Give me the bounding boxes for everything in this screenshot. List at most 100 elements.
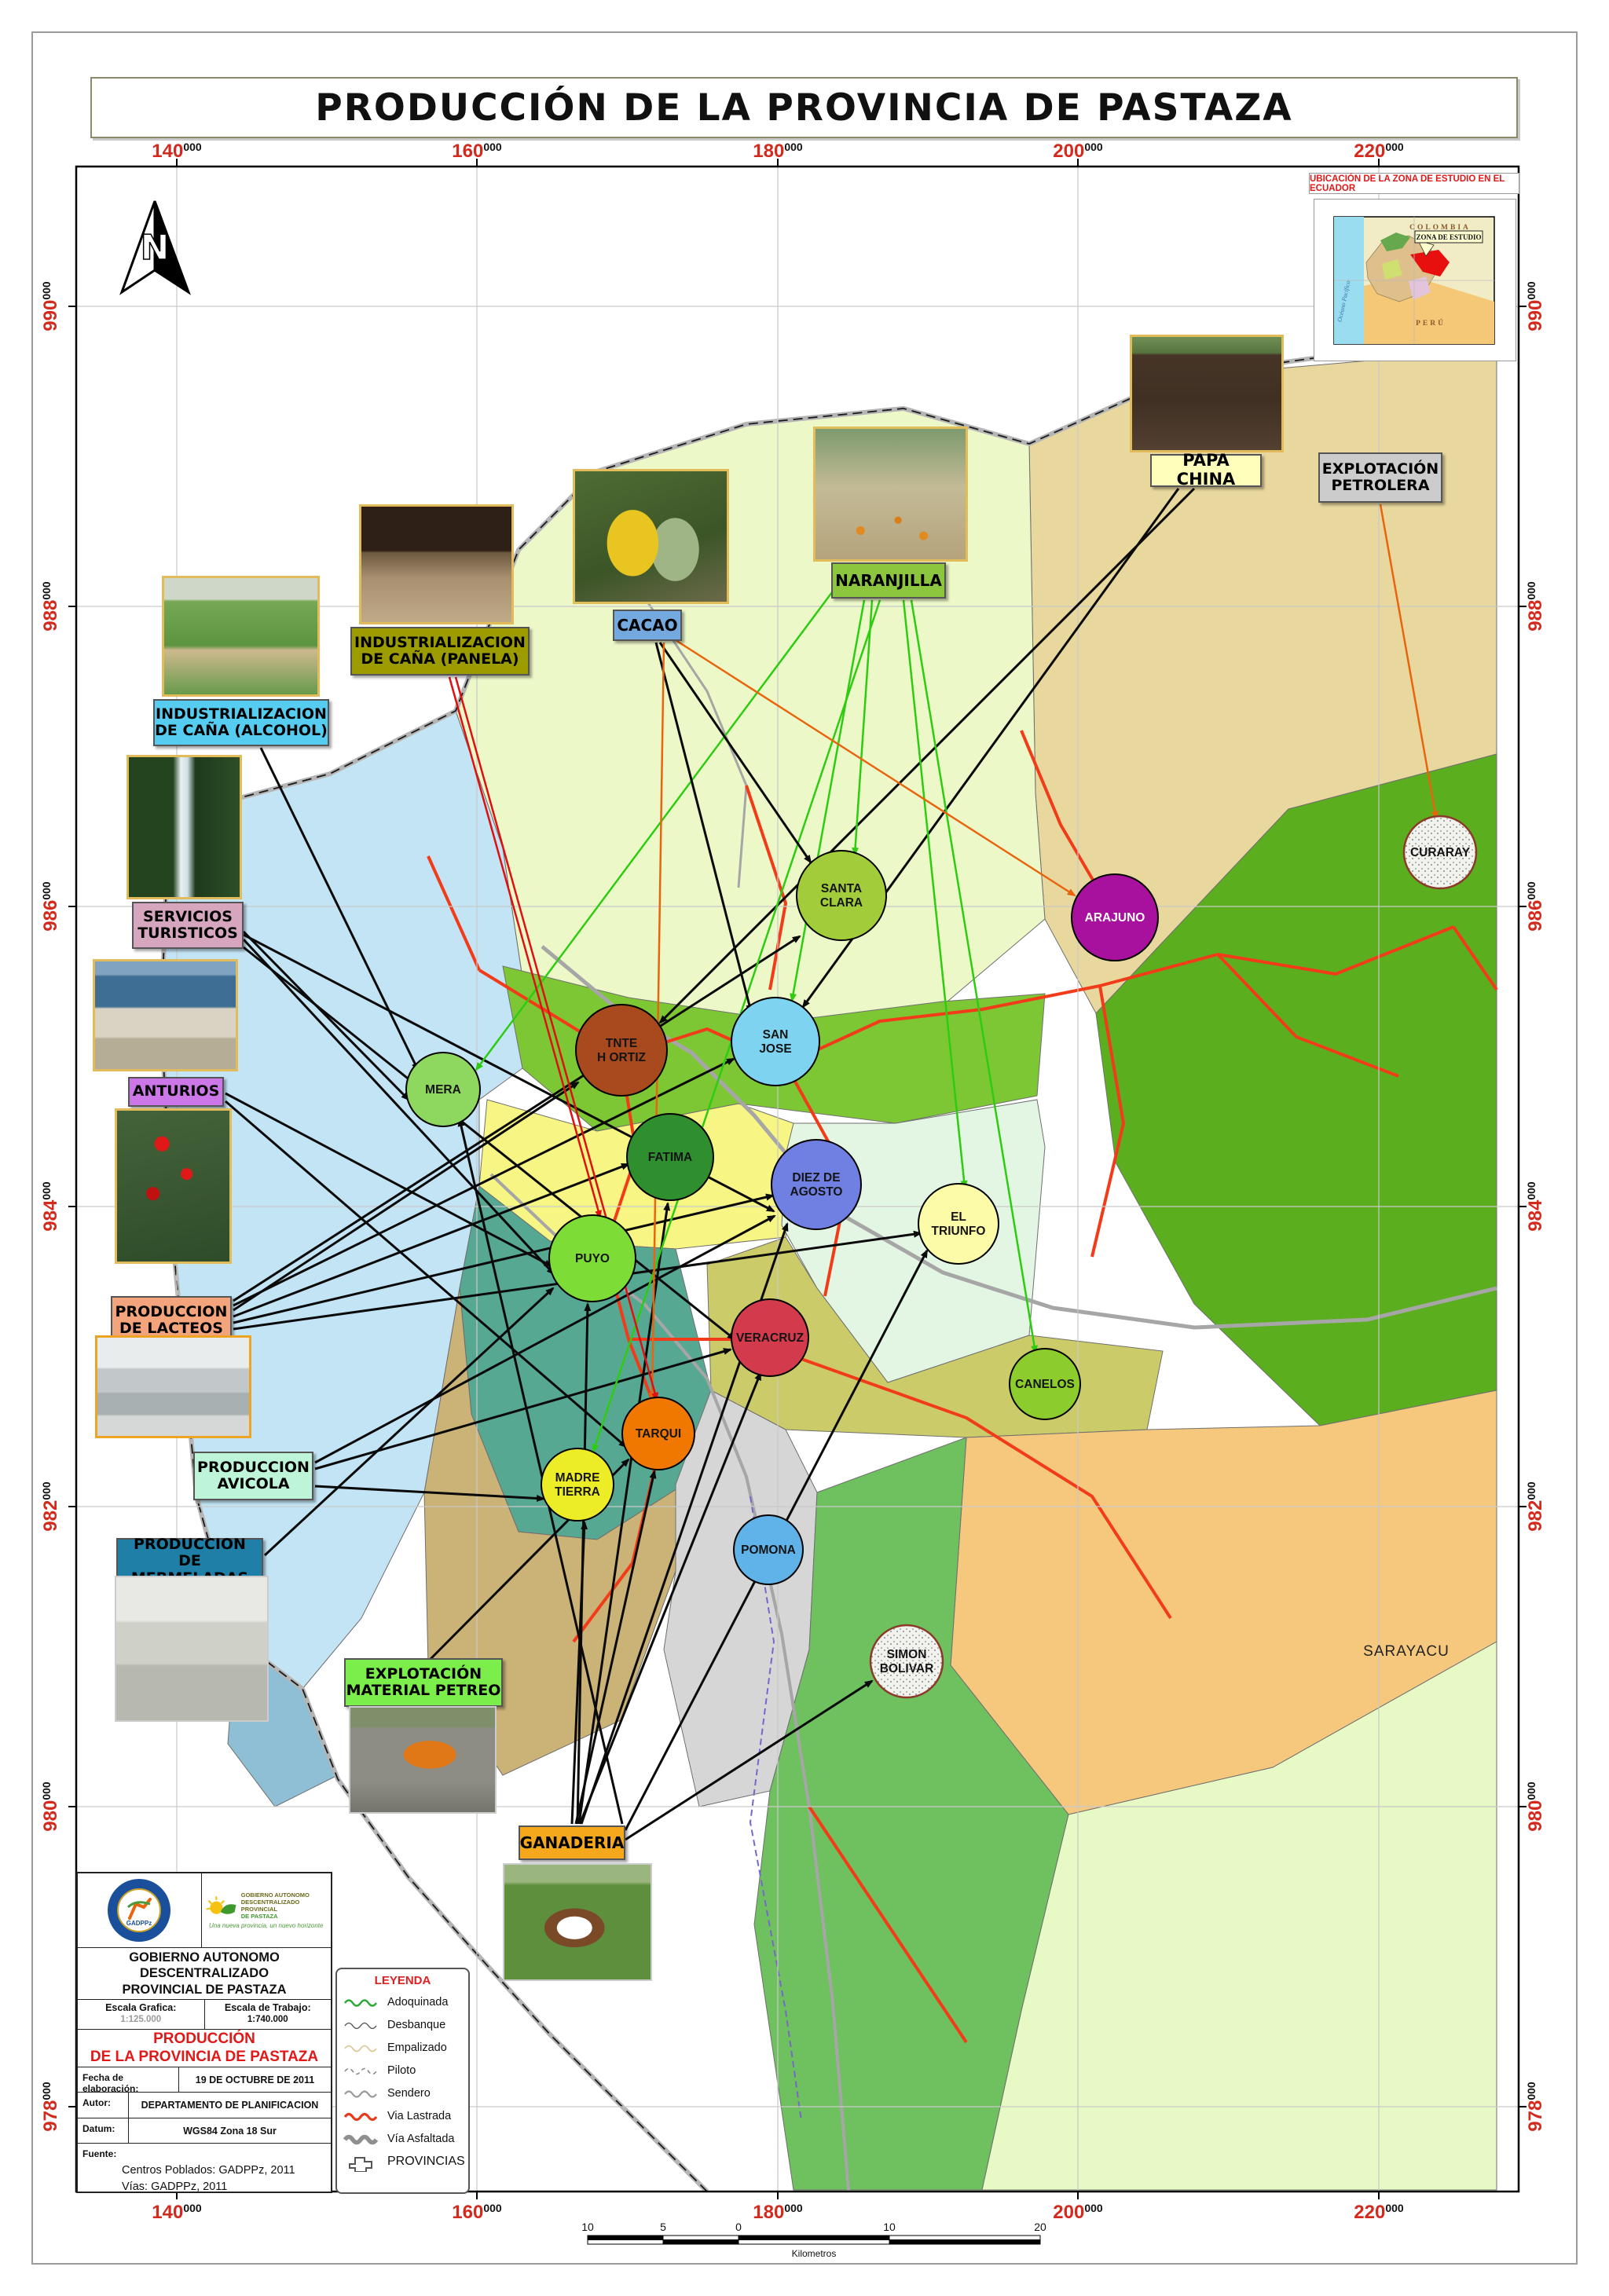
logo-row: GADPPz GOBIERNO AUTONOMO DESC (78, 1873, 331, 1947)
legend-item-piloto: Piloto (343, 2059, 462, 2082)
town-simon-bolivar: SIMON BOLIVAR (869, 1624, 944, 1699)
ganaderia-photo (503, 1863, 652, 1981)
escala-grafica-value: 1:125.000 (120, 2015, 162, 2024)
inset-locator: UBICACIÓN DE LA ZONA DE ESTUDIO EN EL EC… (1306, 173, 1523, 361)
legend-provincias-label: PROVINCIAS (387, 2154, 465, 2168)
town-mera: MERA (405, 1052, 481, 1127)
provincias-icon (349, 2156, 372, 2172)
svg-text:990000: 990000 (40, 281, 61, 331)
legend-label: Via Lastrada (387, 2109, 452, 2122)
svg-text:986000: 986000 (1525, 881, 1546, 932)
svg-text:984000: 984000 (40, 1181, 61, 1232)
inset-map: COLOMBIA PERÚ Océano Pacífico ZONA DE ESTU… (1314, 199, 1516, 361)
svg-text:POMONA: POMONA (741, 1543, 796, 1557)
connector-black (314, 1348, 732, 1470)
legend-items: Adoquinada Desbanque Empalizado Piloto Sende… (343, 1990, 462, 2150)
cana-photo (162, 576, 320, 697)
gadppz-wordmark-logo: GOBIERNO AUTONOMO DESCENTRALIZADO PROVIN… (200, 1873, 332, 1947)
connector-black (233, 1193, 775, 1324)
autor-value: DEPARTAMENTO DE PLANIFICACION (128, 2093, 331, 2118)
legend-line-sample (343, 1998, 378, 2007)
map-frame (75, 165, 1520, 2193)
svg-text:TARQUI: TARQUI (636, 1427, 681, 1441)
legend-item-empalizado: Empalizado (343, 2036, 462, 2059)
svg-text:160000: 160000 (452, 141, 502, 162)
legend-line-sample (344, 2089, 377, 2098)
town-san-jose: SAN JOSE (731, 997, 820, 1086)
legend-item-via-lastrada: Via Lastrada (343, 2104, 462, 2127)
connector-black (625, 1679, 874, 1841)
legend-label: Adoquinada (387, 1995, 449, 2009)
connector-black (654, 642, 753, 1013)
town-tnte-h-ortiz: TNTE H ORTIZ (575, 1004, 668, 1097)
town-madre-tierra: MADRE TIERRA (541, 1448, 614, 1522)
svg-text:978000: 978000 (1525, 2082, 1546, 2132)
seal-caption: GADPPz (126, 1920, 152, 1927)
connector-black (242, 938, 555, 1276)
svg-text:200000: 200000 (1053, 2202, 1103, 2223)
inset-zona-label: ZONA DE ESTUDIO (1416, 233, 1481, 241)
anturios-photo (115, 1108, 232, 1264)
connector-black (225, 1092, 553, 1268)
label-explotacion-petreo: EXPLOTACIÓN MATERIAL PETREO (344, 1658, 503, 1707)
svg-text:180000: 180000 (753, 2202, 803, 2223)
legend-box: LEYENDA Adoquinada Desbanque Empalizado Pil… (335, 1968, 470, 2194)
org-name: GOBIERNO AUTONOMO DESCENTRALIZADO PROVIN… (78, 1947, 331, 1999)
connector-orange (648, 642, 665, 1401)
naranjilla-photo (813, 427, 968, 562)
svg-text:10: 10 (581, 2221, 594, 2233)
autor-label: Autor: (82, 2097, 111, 2108)
svg-text:984000: 984000 (1525, 1181, 1546, 1232)
connector-black (658, 487, 1196, 1024)
svg-text:ARAJUNO: ARAJUNO (1085, 911, 1145, 925)
connector-green (852, 599, 874, 856)
label-explotacion-petrolera: EXPLOTACIÓN PETROLERA (1318, 452, 1442, 503)
label-produccion-avicola: PRODUCCION AVICOLA (193, 1452, 313, 1500)
town-pomona: POMONA (733, 1514, 804, 1585)
connector-green (790, 599, 866, 1002)
svg-text:VERACRUZ: VERACRUZ (736, 1331, 804, 1345)
svg-text:988000: 988000 (40, 581, 61, 632)
page-title: PRODUCCIÓN DE LA PROVINCIA DE PASTAZA (90, 77, 1518, 138)
inset-peru-label: PERÚ (1416, 318, 1446, 328)
legend-line-sample (344, 2045, 377, 2052)
legend-line-sample (344, 2067, 377, 2074)
svg-text:PUYO: PUYO (575, 1252, 610, 1265)
inset-title: UBICACIÓN DE LA ZONA DE ESTUDIO EN EL EC… (1309, 173, 1519, 194)
north-arrow-icon: N (119, 200, 191, 295)
svg-text:5: 5 (660, 2221, 666, 2233)
connector-green (910, 599, 1038, 1354)
scale-bar: 10 5 0 10 20 Kilometros (581, 2221, 1046, 2259)
legend-item-via-asfaltada: Vía Asfaltada (343, 2127, 462, 2150)
papa-china-photo (1130, 335, 1284, 452)
hotel-photo (93, 959, 238, 1071)
legend-label: Sendero (387, 2086, 431, 2100)
fecha-row: Fecha de elaboración: 19 DE OCTUBRE DE 2… (78, 2067, 331, 2094)
town-arajuno: ARAJUNO (1071, 873, 1159, 961)
road-lastrada (808, 1805, 968, 2044)
connector-black (225, 1100, 628, 1448)
connector-black (242, 930, 410, 1101)
connector-black (233, 1163, 630, 1318)
fuente-line2: Vías: GADPPz, 2011 (122, 2181, 228, 2194)
legend-line-sample (343, 2112, 378, 2121)
connector-black (263, 1287, 555, 1557)
connector-black (233, 935, 801, 1302)
svg-text:CURARAY: CURARAY (1410, 846, 1471, 859)
lacteos-photo (95, 1335, 251, 1438)
fecha-value: 19 DE OCTUBRE DE 2011 (178, 2067, 331, 2092)
wordmark-line3: DE PASTAZA (240, 1913, 278, 1920)
wordmark-line1: GOBIERNO AUTONOMO (240, 1891, 310, 1899)
label-papa-china: PAPA CHINA (1150, 452, 1262, 489)
legend-item-provincias: PROVINCIAS (343, 2150, 465, 2173)
town-curaray: CURARAY (1402, 815, 1478, 890)
legend-label: Piloto (387, 2063, 416, 2077)
connector-red (448, 676, 602, 1219)
svg-text:988000: 988000 (1525, 581, 1546, 632)
